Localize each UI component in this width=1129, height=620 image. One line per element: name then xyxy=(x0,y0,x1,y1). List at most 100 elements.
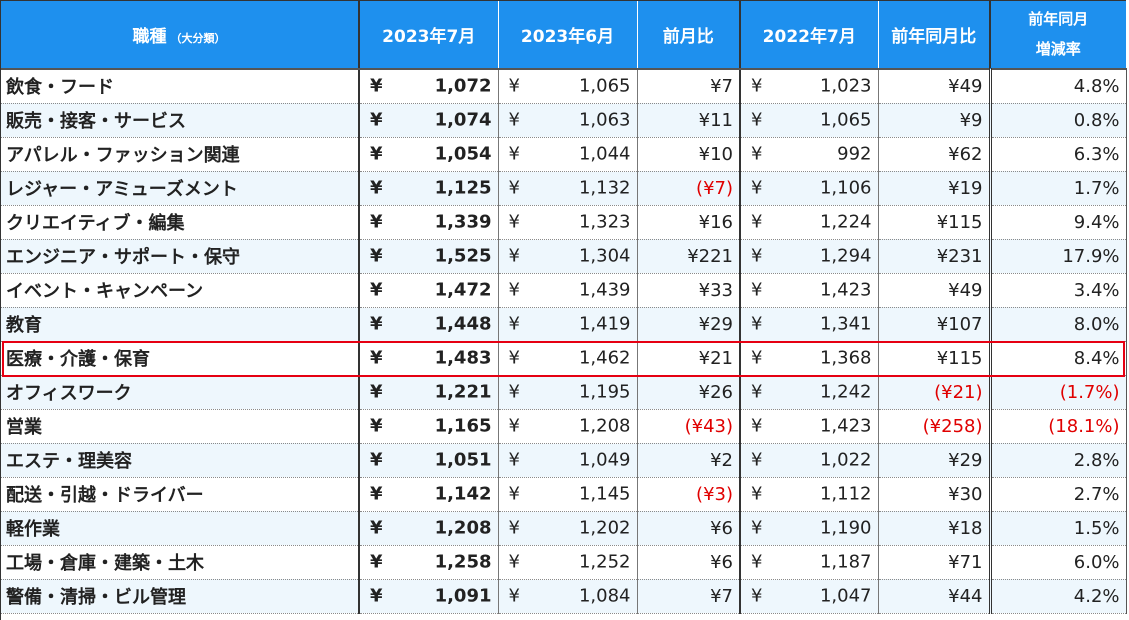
yen-symbol: ¥ xyxy=(751,347,763,369)
category-cell: 軽作業 xyxy=(0,511,360,546)
mom-cell: ¥26 xyxy=(637,375,741,410)
yoy-rate-cell: 8.0% xyxy=(990,307,1127,342)
yoy-diff-cell: ¥30 xyxy=(878,477,992,512)
yoy-rate-cell: (1.7%) xyxy=(990,375,1127,410)
yoy-rate-cell: 4.8% xyxy=(990,69,1127,104)
jun2023-cell: ¥1,419 xyxy=(498,307,638,342)
jun2023-value: 1,252 xyxy=(578,551,631,573)
yoy-diff-cell: (¥21) xyxy=(878,375,992,410)
mom-cell: ¥6 xyxy=(637,545,741,580)
jun2023-value: 1,063 xyxy=(578,109,631,131)
yen-symbol: ¥ xyxy=(370,143,383,165)
yen-symbol: ¥ xyxy=(751,483,763,505)
yen-symbol: ¥ xyxy=(508,279,520,301)
jun2023-value: 1,044 xyxy=(578,143,631,165)
yen-symbol: ¥ xyxy=(751,75,763,97)
yen-symbol: ¥ xyxy=(370,585,383,607)
header-jul2023: 2023年7月 xyxy=(359,0,499,70)
yen-symbol: ¥ xyxy=(508,551,520,573)
jun2023-cell: ¥1,208 xyxy=(498,409,638,444)
jun2023-cell: ¥1,304 xyxy=(498,239,638,274)
jul2022-cell: ¥1,047 xyxy=(740,579,879,614)
yen-symbol: ¥ xyxy=(508,177,520,199)
mom-cell: (¥7) xyxy=(637,171,741,206)
yen-symbol: ¥ xyxy=(751,143,763,165)
jun2023-cell: ¥1,145 xyxy=(498,477,638,512)
yoy-rate-cell: 17.9% xyxy=(990,239,1127,274)
yen-symbol: ¥ xyxy=(751,177,763,199)
yoy-diff-cell: ¥49 xyxy=(878,273,992,308)
jul2023-cell: ¥1,525 xyxy=(359,239,499,274)
jun2023-value: 1,195 xyxy=(578,381,631,403)
yen-symbol: ¥ xyxy=(751,551,763,573)
jul2022-value: 1,224 xyxy=(819,211,872,233)
jul2022-cell: ¥1,022 xyxy=(740,443,879,478)
mom-cell: ¥16 xyxy=(637,205,741,240)
mom-cell: ¥6 xyxy=(637,511,741,546)
yoy-diff-cell: ¥62 xyxy=(878,137,992,172)
jun2023-value: 1,202 xyxy=(578,517,631,539)
jul2022-value: 1,242 xyxy=(819,381,872,403)
jul2022-cell: ¥1,423 xyxy=(740,273,879,308)
yoy-rate-cell: 2.7% xyxy=(990,477,1127,512)
table-row: アパレル・ファッション関連 ¥1,054 ¥1,044 ¥10 ¥992 ¥62 6.3% xyxy=(0,137,1127,172)
header-yoy-diff: 前年同月比 xyxy=(878,0,991,70)
mom-cell: (¥43) xyxy=(637,409,741,444)
jul2023-cell: ¥1,072 xyxy=(359,69,499,104)
yen-symbol: ¥ xyxy=(508,109,520,131)
jun2023-cell: ¥1,439 xyxy=(498,273,638,308)
table-row: イベント・キャンペーン ¥1,472 ¥1,439 ¥33 ¥1,423 ¥49 3.4% xyxy=(0,273,1127,308)
yen-symbol: ¥ xyxy=(751,449,763,471)
yen-symbol: ¥ xyxy=(370,279,383,301)
jul2023-value: 1,483 xyxy=(434,347,492,369)
table-row: 営業 ¥1,165 ¥1,208 (¥43) ¥1,423 (¥258) (18.1%) xyxy=(0,409,1127,444)
jun2023-value: 1,323 xyxy=(578,211,631,233)
jul2023-value: 1,072 xyxy=(434,75,492,97)
mom-cell: ¥33 xyxy=(637,273,741,308)
jun2023-value: 1,462 xyxy=(578,347,631,369)
jun2023-value: 1,419 xyxy=(578,313,631,335)
yoy-rate-cell: 4.2% xyxy=(990,579,1127,614)
jun2023-value: 1,049 xyxy=(578,449,631,471)
yen-symbol: ¥ xyxy=(370,313,383,335)
category-cell: エンジニア・サポート・保守 xyxy=(0,239,360,274)
jul2023-cell: ¥1,483 xyxy=(359,341,499,376)
jul2022-cell: ¥1,106 xyxy=(740,171,879,206)
yoy-rate-cell: 3.4% xyxy=(990,273,1127,308)
jun2023-value: 1,145 xyxy=(578,483,631,505)
jul2022-cell: ¥1,368 xyxy=(740,341,879,376)
yoy-rate-cell: 6.0% xyxy=(990,545,1127,580)
jul2023-cell: ¥1,208 xyxy=(359,511,499,546)
category-cell: 教育 xyxy=(0,307,360,342)
jul2022-cell: ¥1,423 xyxy=(740,409,879,444)
table-row: レジャー・アミューズメント ¥1,125 ¥1,132 (¥7) ¥1,106 ¥19 1.… xyxy=(0,171,1127,206)
yoy-diff-cell: ¥49 xyxy=(878,69,992,104)
yoy-diff-cell: ¥29 xyxy=(878,443,992,478)
mom-cell: ¥10 xyxy=(637,137,741,172)
jul2023-value: 1,091 xyxy=(434,585,492,607)
jul2023-cell: ¥1,142 xyxy=(359,477,499,512)
yen-symbol: ¥ xyxy=(751,313,763,335)
jun2023-cell: ¥1,132 xyxy=(498,171,638,206)
category-cell: 配送・引越・ドライバー xyxy=(0,477,360,512)
yoy-diff-cell: ¥115 xyxy=(878,205,992,240)
table-row: 飲食・フード ¥1,072 ¥1,065 ¥7 ¥1,023 ¥49 4.8% xyxy=(0,69,1127,104)
yen-symbol: ¥ xyxy=(370,449,383,471)
yen-symbol: ¥ xyxy=(751,381,763,403)
jun2023-value: 1,132 xyxy=(578,177,631,199)
jul2023-value: 1,339 xyxy=(434,211,492,233)
jul2022-value: 1,341 xyxy=(819,313,872,335)
yen-symbol: ¥ xyxy=(508,381,520,403)
jul2022-cell: ¥1,242 xyxy=(740,375,879,410)
jul2023-cell: ¥1,054 xyxy=(359,137,499,172)
jun2023-value: 1,208 xyxy=(578,415,631,437)
header-category-sub: （大分類） xyxy=(170,31,226,45)
table-row: 教育 ¥1,448 ¥1,419 ¥29 ¥1,341 ¥107 8.0% xyxy=(0,307,1127,342)
jul2022-value: 992 xyxy=(837,143,872,165)
yen-symbol: ¥ xyxy=(370,245,383,267)
yen-symbol: ¥ xyxy=(508,75,520,97)
jun2023-cell: ¥1,084 xyxy=(498,579,638,614)
jul2023-value: 1,125 xyxy=(434,177,492,199)
category-cell: エステ・理美容 xyxy=(0,443,360,478)
mom-cell: ¥7 xyxy=(637,579,741,614)
